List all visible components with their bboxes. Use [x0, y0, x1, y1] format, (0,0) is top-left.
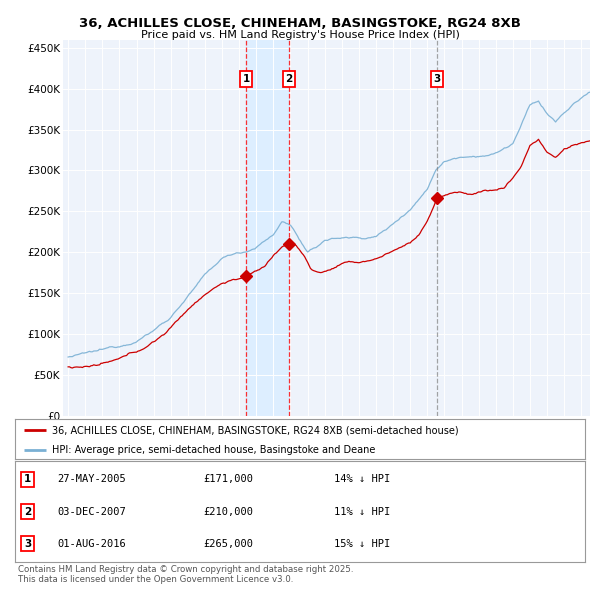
- Text: HPI: Average price, semi-detached house, Basingstoke and Deane: HPI: Average price, semi-detached house,…: [52, 445, 376, 455]
- Bar: [246, 40, 289, 416]
- Text: 1: 1: [242, 74, 250, 84]
- Text: 15% ↓ HPI: 15% ↓ HPI: [334, 539, 391, 549]
- Text: 27-MAY-2005: 27-MAY-2005: [58, 474, 127, 484]
- Text: 03-DEC-2007: 03-DEC-2007: [58, 507, 127, 516]
- Text: Contains HM Land Registry data © Crown copyright and database right 2025.: Contains HM Land Registry data © Crown c…: [18, 565, 353, 573]
- Text: 3: 3: [434, 74, 441, 84]
- Text: 36, ACHILLES CLOSE, CHINEHAM, BASINGSTOKE, RG24 8XB (semi-detached house): 36, ACHILLES CLOSE, CHINEHAM, BASINGSTOK…: [52, 425, 458, 435]
- Text: 2: 2: [24, 507, 31, 516]
- Text: 01-AUG-2016: 01-AUG-2016: [58, 539, 127, 549]
- Text: This data is licensed under the Open Government Licence v3.0.: This data is licensed under the Open Gov…: [18, 575, 293, 584]
- Text: £210,000: £210,000: [203, 507, 253, 516]
- Text: 11% ↓ HPI: 11% ↓ HPI: [334, 507, 391, 516]
- Text: 2: 2: [286, 74, 293, 84]
- Text: £171,000: £171,000: [203, 474, 253, 484]
- Text: Price paid vs. HM Land Registry's House Price Index (HPI): Price paid vs. HM Land Registry's House …: [140, 30, 460, 40]
- Text: 36, ACHILLES CLOSE, CHINEHAM, BASINGSTOKE, RG24 8XB: 36, ACHILLES CLOSE, CHINEHAM, BASINGSTOK…: [79, 17, 521, 30]
- Text: 3: 3: [24, 539, 31, 549]
- Text: 14% ↓ HPI: 14% ↓ HPI: [334, 474, 391, 484]
- Text: £265,000: £265,000: [203, 539, 253, 549]
- Text: 1: 1: [24, 474, 31, 484]
